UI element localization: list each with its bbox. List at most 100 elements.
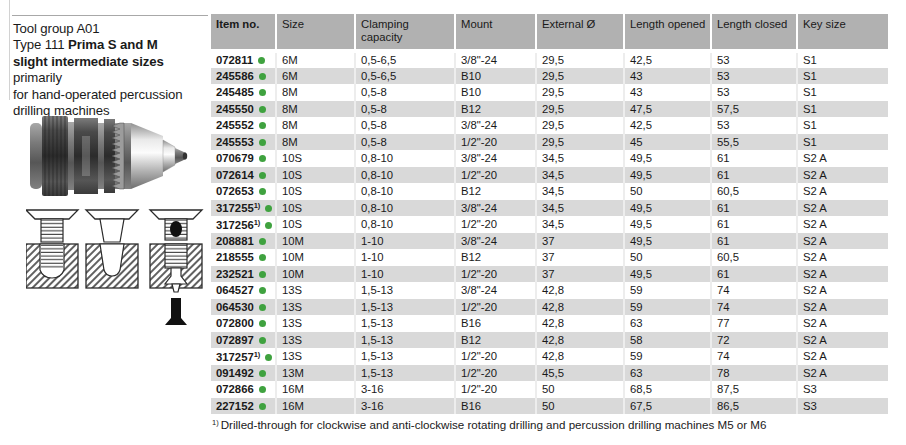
clamping-capacity-cell: 0,8-10 <box>355 167 455 184</box>
item-no: 245485 <box>216 86 254 98</box>
clamping-capacity-cell: 3-16 <box>355 381 455 398</box>
mount-cell: 3/8"-24 <box>455 51 536 68</box>
key-size-cell: S2 A <box>797 365 888 382</box>
availability-dot-icon <box>259 139 266 146</box>
availability-dot-icon <box>259 337 266 344</box>
external-diameter-cell: 29,5 <box>536 51 624 68</box>
table-row: 064527 13S 1,5-13 3/8"-24 42,8 59 74 S2 … <box>211 282 888 299</box>
table-row: 227152 16M 3-16 B16 50 67,5 86,5 S3 <box>211 398 888 415</box>
length-closed-cell: 72 <box>711 332 797 349</box>
availability-dot-icon <box>259 188 266 195</box>
col-header-size: Size <box>276 14 355 51</box>
length-closed-cell: 74 <box>711 348 797 365</box>
availability-dot-icon <box>259 320 266 327</box>
mount-cell: 1/2"-20 <box>455 299 536 316</box>
sizes-line: slight intermediate sizes primarily <box>13 54 213 87</box>
availability-dot-icon <box>265 205 272 212</box>
clamping-capacity-cell: 0,8-10 <box>355 183 455 200</box>
item-no: 072653 <box>216 185 254 197</box>
length-opened-cell: 59 <box>624 282 711 299</box>
item-no: 072866 <box>216 383 254 395</box>
availability-dot-icon <box>259 155 266 162</box>
length-closed-cell: 61 <box>711 167 797 184</box>
mount-thread-screw-diagram <box>150 210 202 325</box>
table-body: 072811 6M 0,5-6,5 3/8"-24 29,5 42,5 53 S… <box>211 51 888 414</box>
size-cell: 16M <box>276 381 355 398</box>
key-size-cell: S3 <box>797 398 888 415</box>
drill-chuck-photo <box>28 106 194 206</box>
length-opened-cell: 68,5 <box>624 381 711 398</box>
item-no: 232521 <box>216 268 254 280</box>
footnote-ref: 1) <box>254 201 261 210</box>
availability-dot-icon <box>259 106 266 113</box>
type-prefix-text: Type 111 <box>13 37 68 52</box>
key-size-cell: S1 <box>797 134 888 151</box>
availability-dot-icon <box>259 238 266 245</box>
clamping-capacity-cell: 0,5-8 <box>355 117 455 134</box>
availability-dot-icon <box>259 403 266 410</box>
external-diameter-cell: 37 <box>536 249 624 266</box>
size-cell: 8M <box>276 134 355 151</box>
item-no-cell: 227152 <box>211 398 276 415</box>
clamping-capacity-cell: 0,8-10 <box>355 216 455 233</box>
key-size-cell: S1 <box>797 84 888 101</box>
mount-thread-diagram <box>26 210 78 288</box>
col-header-length-closed: Length closed <box>711 14 797 51</box>
key-size-cell: S2 A <box>797 348 888 365</box>
catalog-page: Tool group A01 Type 111 Prima S and M sl… <box>0 0 906 445</box>
key-size-cell: S2 A <box>797 332 888 349</box>
external-diameter-cell: 50 <box>536 398 624 415</box>
external-diameter-cell: 29,5 <box>536 117 624 134</box>
item-no-cell: 218555 <box>211 249 276 266</box>
availability-dot-icon <box>258 57 265 64</box>
item-no-cell: 072653 <box>211 183 276 200</box>
table-row: 3172571) 13S 1,5-13 1/2"-20 42,8 59 74 S… <box>211 348 888 365</box>
key-size-cell: S1 <box>797 101 888 118</box>
item-no: 245553 <box>216 136 254 148</box>
chuck-tip-hole <box>183 152 187 159</box>
item-no-cell: 072866 <box>211 381 276 398</box>
sizes-suffix-text: primarily <box>13 70 62 85</box>
length-opened-cell: 50 <box>624 183 711 200</box>
product-description: Tool group A01 Type 111 Prima S and M sl… <box>13 21 213 119</box>
mount-cell: 3/8"-24 <box>455 117 536 134</box>
external-diameter-cell: 34,5 <box>536 167 624 184</box>
key-size-cell: S2 A <box>797 167 888 184</box>
footnote-ref: 1) <box>254 218 261 227</box>
length-opened-cell: 63 <box>624 315 711 332</box>
mount-cell: 3/8"-24 <box>455 200 536 217</box>
size-cell: 13S <box>276 332 355 349</box>
item-no: 072614 <box>216 169 254 181</box>
table-row: 064530 13S 1,5-13 1/2"-20 42,8 59 74 S2 … <box>211 299 888 316</box>
length-closed-cell: 87,5 <box>711 381 797 398</box>
item-no-cell: 245552 <box>211 117 276 134</box>
mount-taper-diagram <box>86 210 138 288</box>
key-size-cell: S2 A <box>797 266 888 283</box>
length-closed-cell: 53 <box>711 68 797 85</box>
table-row: 232521 10M 1-10 1/2"-20 37 49,5 61 S2 A <box>211 266 888 283</box>
length-closed-cell: 61 <box>711 200 797 217</box>
key-size-cell: S2 A <box>797 200 888 217</box>
mount-cell: B12 <box>455 101 536 118</box>
footnote-ref: 1) <box>254 350 261 359</box>
item-no: 064527 <box>216 284 254 296</box>
item-no: 064530 <box>216 301 254 313</box>
item-no-cell: 208881 <box>211 233 276 250</box>
item-no: 245552 <box>216 119 254 131</box>
chuck-nose <box>163 140 175 172</box>
external-diameter-cell: 37 <box>536 233 624 250</box>
item-no: 317255 <box>216 202 254 214</box>
size-cell: 8M <box>276 84 355 101</box>
availability-dot-icon <box>259 304 266 311</box>
length-opened-cell: 49,5 <box>624 233 711 250</box>
mount-diagrams <box>26 208 204 326</box>
external-diameter-cell: 29,5 <box>536 134 624 151</box>
length-opened-cell: 49,5 <box>624 266 711 283</box>
external-diameter-cell: 29,5 <box>536 84 624 101</box>
size-cell: 13S <box>276 315 355 332</box>
length-closed-cell: 57,5 <box>711 101 797 118</box>
table-row: 072653 10S 0,8-10 B12 34,5 50 60,5 S2 A <box>211 183 888 200</box>
clamping-capacity-cell: 1,5-13 <box>355 332 455 349</box>
length-opened-cell: 49,5 <box>624 150 711 167</box>
mount-cell: 1/2"-20 <box>455 348 536 365</box>
